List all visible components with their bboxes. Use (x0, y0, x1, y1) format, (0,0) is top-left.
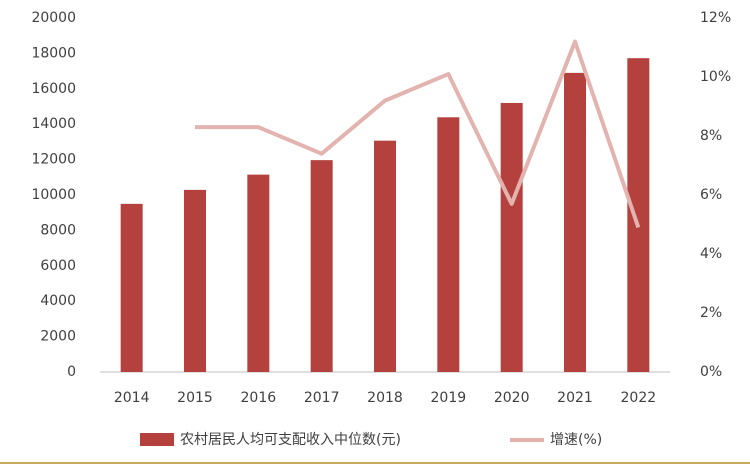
y2-tick-label: 8% (700, 128, 722, 144)
line (195, 39, 641, 229)
bar (374, 140, 396, 372)
x-tick-label: 2018 (367, 390, 403, 406)
y-tick-label: 10000 (31, 187, 76, 203)
y-tick-label: 0 (67, 364, 76, 380)
bar (437, 117, 460, 372)
bar (310, 160, 333, 372)
y-tick-label: 20000 (31, 10, 76, 26)
x-tick-label: 2020 (494, 390, 530, 406)
y2-tick-label: 0% (700, 364, 722, 380)
y-tick-label: 16000 (31, 81, 76, 97)
y-tick-label: 14000 (31, 116, 76, 132)
x-tick-label: 2022 (621, 390, 657, 406)
bar (627, 58, 650, 372)
bar (184, 189, 206, 372)
y-tick-label: 12000 (31, 152, 76, 168)
bar (500, 102, 523, 373)
x-tick-label: 2019 (431, 390, 467, 406)
x-tick-label: 2017 (304, 390, 340, 406)
bar (120, 203, 143, 372)
legend-swatch (140, 433, 174, 446)
x-tick-label: 2016 (241, 390, 277, 406)
y2-tick-label: 6% (700, 187, 722, 203)
y2-tick-label: 12% (700, 10, 731, 26)
x-tick-label: 2015 (177, 390, 213, 406)
y-tick-label: 8000 (40, 222, 76, 238)
bar (564, 72, 586, 373)
y2-tick-label: 10% (700, 69, 731, 85)
legend-label: 增速(%) (550, 432, 602, 448)
x-tick-label: 2021 (557, 390, 593, 406)
y2-tick-label: 4% (700, 246, 722, 262)
y2-tick-label: 2% (700, 305, 722, 321)
y-tick-label: 6000 (40, 258, 76, 274)
x-tick-label: 2014 (114, 390, 150, 406)
y-tick-label: 18000 (31, 45, 76, 61)
y-tick-label: 4000 (40, 293, 76, 309)
bar (247, 174, 270, 372)
legend-label: 农村居民人均可支配收入中位数(元) (180, 432, 401, 448)
y-tick-label: 2000 (40, 329, 76, 345)
